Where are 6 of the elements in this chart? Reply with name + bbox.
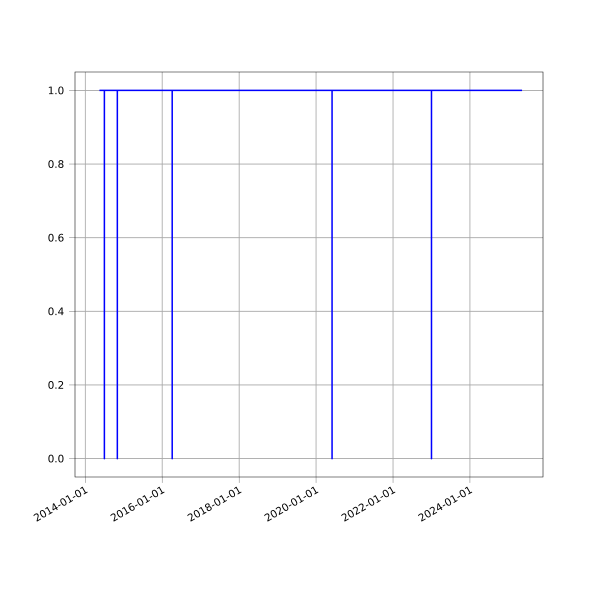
y-tick-label: 0.6 [48, 234, 64, 242]
y-tick-label: 0.8 [48, 160, 64, 168]
y-tick-label: 0.4 [48, 307, 64, 316]
y-tick-label: 1.0 [48, 86, 64, 94]
y-tick-label: 0.2 [48, 381, 64, 389]
y-tick-label: 0.0 [48, 454, 64, 463]
